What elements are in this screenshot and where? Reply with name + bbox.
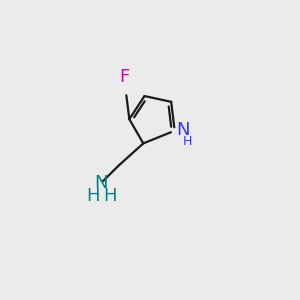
Text: H: H (103, 187, 116, 205)
Text: F: F (120, 68, 130, 86)
Text: H: H (183, 135, 192, 148)
Text: N: N (95, 174, 108, 192)
Text: N: N (176, 121, 190, 139)
Text: H: H (87, 187, 100, 205)
